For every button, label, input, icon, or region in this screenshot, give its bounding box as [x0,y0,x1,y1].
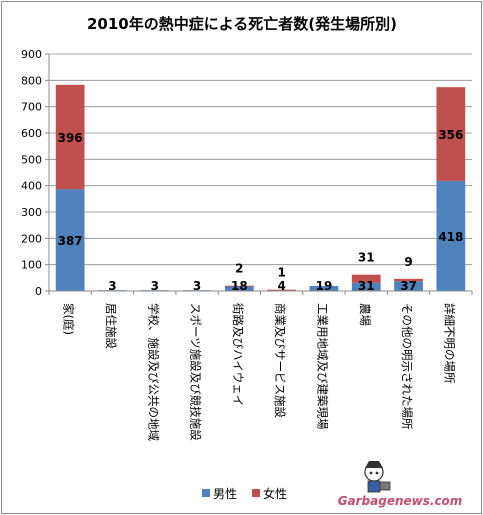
bar-segment-series-0 [55,189,85,291]
legend-swatch [252,489,260,497]
bar-segment-series-0 [309,285,339,291]
category-label: 街路及びハイウェイ [231,303,245,406]
data-label: 3 [193,279,201,293]
watermark: Garbagenews.com [338,461,463,508]
category-label: 商業及びサービス施設 [273,303,287,418]
category-label: その他の明示された場所 [400,303,414,430]
data-label: 3 [151,279,159,293]
bar-segment-series-0 [436,180,466,291]
watermark-text: Garbagenews.com [338,494,463,508]
bar-segment-series-0 [351,282,381,291]
data-label: 37 [400,279,417,293]
data-label: 3 [108,279,116,293]
bar-segment-series-1 [394,278,423,282]
y-tick-label: 800 [21,74,42,87]
category-label: 家(庭) [62,303,76,335]
y-tick-label: 300 [21,206,42,219]
data-label: 2 [235,262,243,276]
axes: 0 100 200 300 400 500 600 700 800 900 [21,48,473,298]
data-label: 418 [438,230,463,244]
y-tick-label: 400 [21,180,42,193]
y-tick-label: 500 [21,153,42,166]
data-label: 31 [358,279,375,293]
legend-label: 男性 [213,487,237,501]
y-tick-label: 900 [21,48,42,61]
category-label: 居住施設 [104,303,118,349]
bar-segment-series-0 [224,286,254,291]
category-labels: 家(庭) 居住施設 学校、施設及び公共の地域 スポーツ施設及び競技施設 街路及びハイウェ… [62,303,457,441]
bar-segment-series-1 [436,87,466,181]
legend-swatch [202,489,210,497]
y-tick-label: 700 [21,101,42,114]
data-label: 396 [58,131,83,145]
bars [55,84,466,292]
category-label: 詳細不明の場所 [442,303,456,384]
data-label: 387 [58,234,83,248]
legend-label: 女性 [263,486,287,501]
bar-segment-series-0 [394,281,423,291]
mascot-icon [364,461,391,493]
category-label: スポーツ施設及び競技施設 [189,303,203,441]
data-label: 4 [277,279,285,293]
category-label: 学校、施設及び公共の地域 [146,303,160,441]
data-labels: 387 396 3 3 3 18 2 41 19 31 31 37 9 418 356 [58,128,464,293]
data-label: 19 [316,279,333,293]
category-label: 工業用地域及び建築現場 [315,303,329,430]
bar-segment-series-1 [55,84,85,190]
gridlines [49,53,472,266]
legend: 男性 女性 [202,486,287,501]
data-label: 9 [404,255,412,269]
category-label: 農場 [358,303,372,326]
y-tick-label: 100 [21,259,42,272]
chart-title: 2010年の熱中症による死亡者数(発生場所別) [87,15,397,33]
data-label: 31 [358,251,375,265]
y-tick-label: 0 [35,285,42,298]
y-tick-label: 600 [21,127,42,140]
data-label: 18 [231,279,248,293]
bar-segment-series-1 [267,289,297,291]
y-tick-label: 200 [21,232,42,245]
data-label: 1 [277,266,285,280]
bar-segment-series-1 [351,274,381,283]
bar-segment-series-1 [224,285,254,287]
data-label: 356 [438,128,463,142]
